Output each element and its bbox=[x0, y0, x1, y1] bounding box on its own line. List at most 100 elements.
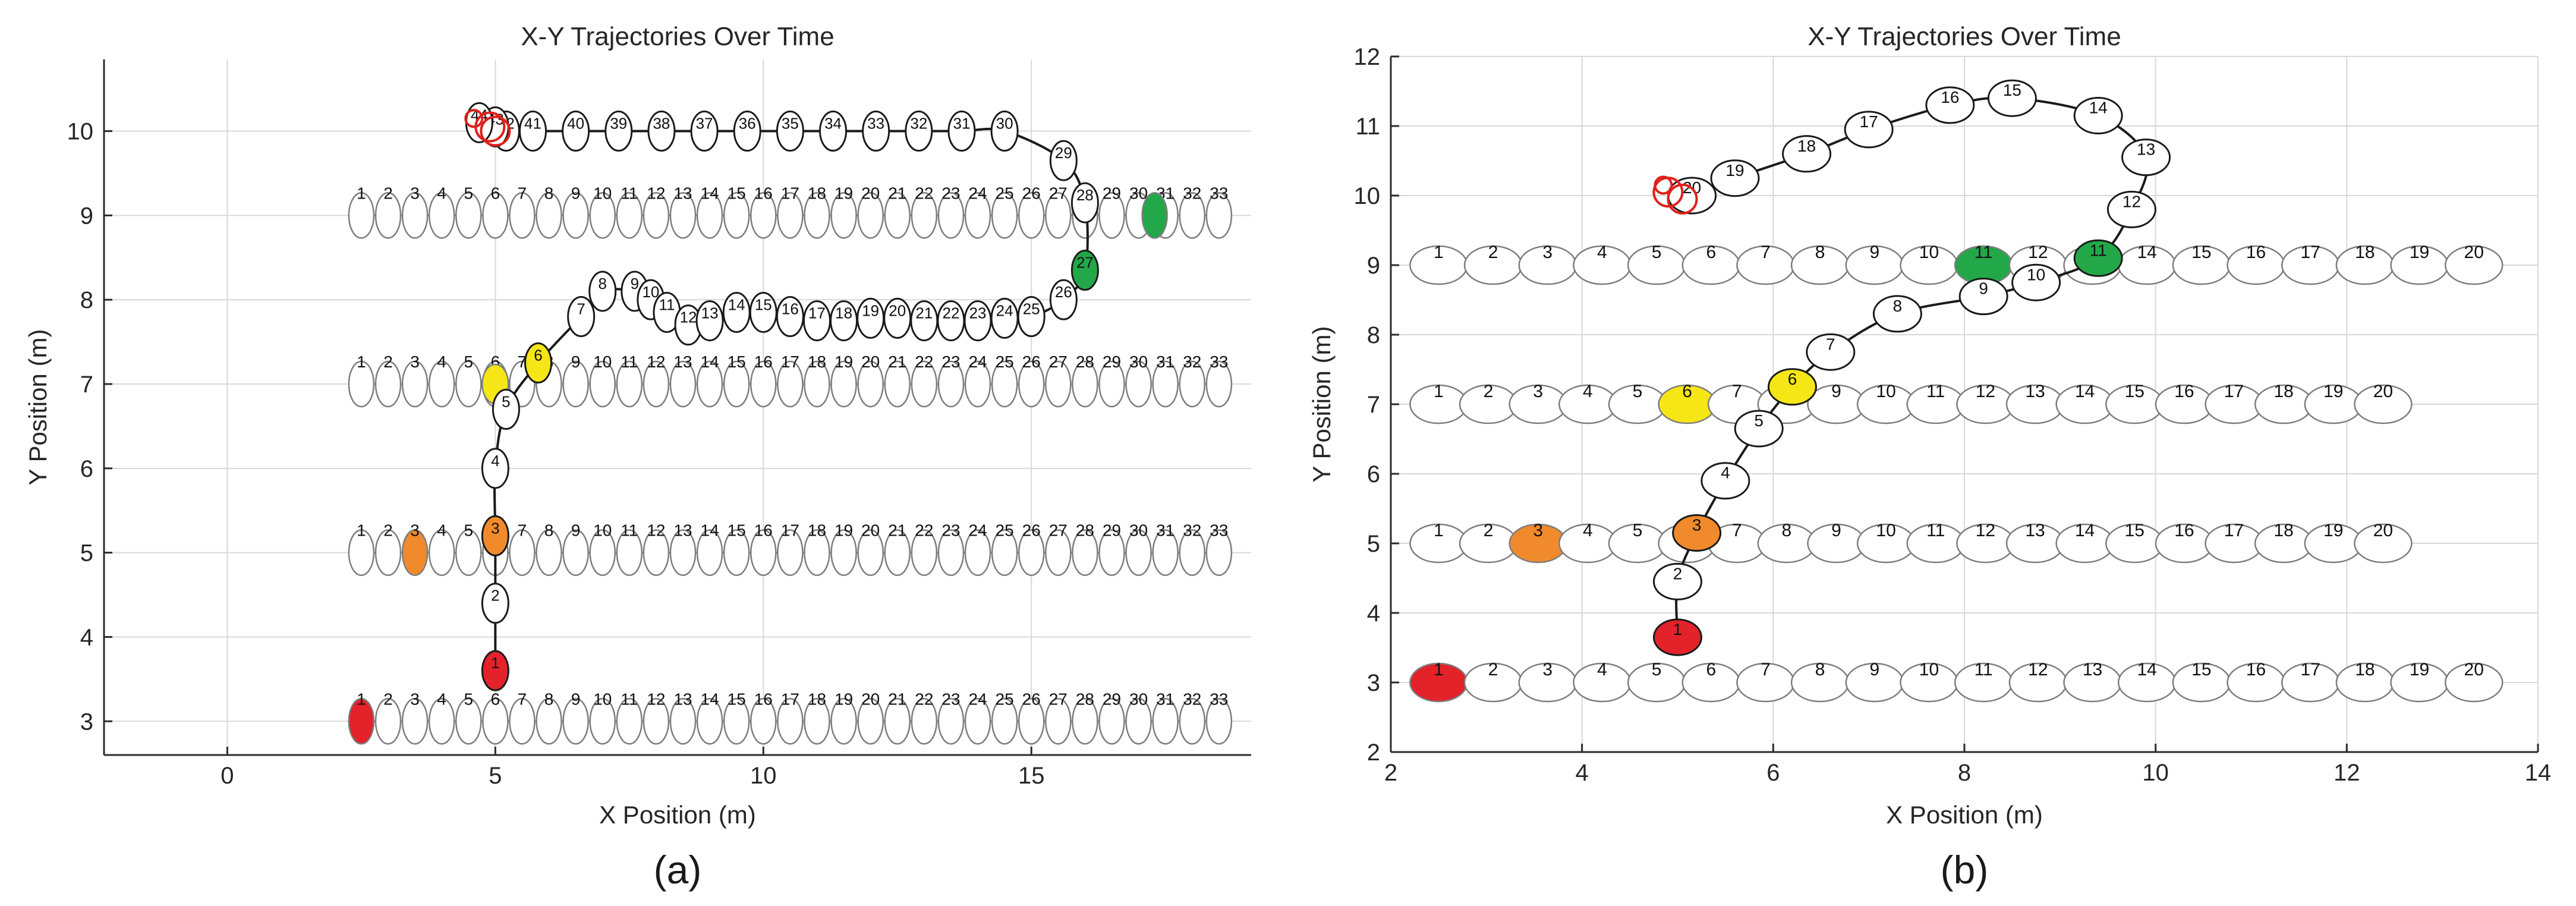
p1-lane-marker-label: 3 bbox=[1542, 243, 1552, 262]
p0-lane-marker bbox=[804, 698, 830, 745]
p0-lane-marker bbox=[857, 529, 884, 576]
p1-trajectory-label: 1 bbox=[1673, 620, 1683, 638]
p1-y-tick-label: 10 bbox=[1354, 183, 1381, 209]
p0-lane-marker bbox=[643, 192, 670, 239]
p0-trajectory-marker bbox=[481, 583, 509, 624]
p0-y-tick-label: 9 bbox=[80, 203, 93, 229]
p0-lane-marker-label: 11 bbox=[621, 184, 638, 202]
p0-lane-marker-label: 18 bbox=[808, 521, 826, 540]
p0-lane-marker bbox=[884, 529, 911, 576]
p0-trajectory-label: 22 bbox=[942, 304, 959, 322]
p0-lane-marker-label: 1 bbox=[357, 521, 366, 540]
p1-lane-marker-label: 8 bbox=[1815, 660, 1825, 680]
p0-lane-marker bbox=[1179, 529, 1206, 576]
p1-lane-marker-label: 6 bbox=[1682, 382, 1692, 401]
p1-trajectory-marker bbox=[2106, 190, 2156, 228]
p1-trajectory-marker bbox=[1872, 295, 1922, 333]
p0-lane-marker-label: 14 bbox=[701, 353, 719, 371]
p0-lane-marker-label: 10 bbox=[593, 353, 612, 371]
p0-lane-marker-label: 2 bbox=[383, 184, 393, 202]
p0-lane-marker-label: 15 bbox=[728, 184, 746, 202]
p1-trajectory-marker bbox=[1734, 410, 1784, 448]
p0-trajectory-marker bbox=[947, 111, 976, 152]
p1-trajectory-marker bbox=[1844, 111, 1894, 149]
p1-x-tick-label: 10 bbox=[2142, 760, 2169, 786]
p1-lane-marker-label: 5 bbox=[1633, 521, 1643, 540]
p1-trajectory-marker bbox=[2073, 96, 2123, 134]
p0-lane-marker bbox=[964, 360, 991, 408]
p0-y-tick-label: 7 bbox=[80, 372, 93, 398]
p0-trajectory-label: 24 bbox=[996, 301, 1013, 319]
p1-lane-marker-label: 13 bbox=[2083, 660, 2102, 680]
p0-lane-marker-label: 33 bbox=[1210, 521, 1228, 540]
p0-lane-marker bbox=[428, 529, 455, 576]
p0-trajectory-label: 18 bbox=[835, 304, 852, 322]
panel-a-x-axis-title: X Position (m) bbox=[599, 801, 756, 829]
p1-lane-marker-label: 10 bbox=[1919, 243, 1939, 262]
p0-lane-marker-label: 18 bbox=[808, 184, 826, 202]
p0-lane-marker-label: 5 bbox=[464, 353, 473, 371]
p0-lane-marker bbox=[1045, 360, 1072, 408]
p1-lane-marker-label: 17 bbox=[2301, 243, 2320, 262]
p0-trajectory-label: 39 bbox=[610, 115, 627, 133]
p0-lane-marker bbox=[536, 192, 562, 239]
p0-lane-marker-label: 2 bbox=[383, 690, 393, 708]
panel-b-title: X-Y Trajectories Over Time bbox=[1807, 22, 2121, 51]
p0-lane-marker-label: 18 bbox=[808, 690, 826, 708]
p1-lane-marker-label: 9 bbox=[1869, 243, 1879, 262]
p0-trajectory-marker bbox=[1049, 140, 1078, 181]
p0-lane-marker bbox=[911, 529, 938, 576]
p1-lane-marker-label: 19 bbox=[2410, 243, 2429, 262]
p0-lane-marker bbox=[696, 192, 723, 239]
p0-lane-marker bbox=[830, 698, 857, 745]
p0-lane-marker bbox=[857, 360, 884, 408]
p1-trajectory-label: 11 bbox=[2090, 241, 2107, 259]
p0-lane-marker bbox=[911, 360, 938, 408]
p1-lane-marker-label: 12 bbox=[2028, 660, 2048, 680]
p0-lane-marker bbox=[643, 529, 670, 576]
p0-lane-marker bbox=[1098, 529, 1125, 576]
p0-lane-marker-label: 16 bbox=[754, 690, 773, 708]
p0-lane-marker bbox=[643, 360, 670, 408]
p0-lane-marker-label: 15 bbox=[728, 353, 746, 371]
p0-lane-marker-label: 19 bbox=[834, 521, 853, 540]
p0-lane-marker-label: 9 bbox=[571, 521, 581, 540]
p0-lane-marker bbox=[348, 529, 375, 576]
p0-lane-marker bbox=[991, 192, 1018, 239]
p0-trajectory-label: 32 bbox=[910, 115, 927, 133]
p0-lane-marker bbox=[911, 192, 938, 239]
p0-lane-marker-label: 26 bbox=[1022, 690, 1041, 708]
p1-trajectory-label: 9 bbox=[1979, 279, 1988, 298]
p0-trajectory-marker bbox=[1017, 296, 1045, 338]
p1-lane-marker-label: 2 bbox=[1484, 521, 1494, 540]
p0-lane-marker bbox=[884, 360, 911, 408]
p0-lane-marker-label: 26 bbox=[1022, 353, 1041, 371]
p0-trajectory-label: 21 bbox=[915, 304, 933, 322]
p1-lane-marker-label: 20 bbox=[2464, 660, 2484, 680]
p1-y-tick-label: 11 bbox=[1355, 114, 1380, 140]
p0-lane-marker-label: 19 bbox=[834, 184, 853, 202]
p0-lane-marker-label: 25 bbox=[996, 353, 1014, 371]
p0-lane-marker-label: 8 bbox=[544, 521, 554, 540]
p0-lane-marker-label: 32 bbox=[1183, 521, 1201, 540]
p1-lane-marker bbox=[2354, 523, 2413, 564]
p1-trajectory-marker bbox=[2121, 139, 2171, 177]
p1-lane-marker-label: 3 bbox=[1542, 660, 1552, 680]
p1-lane-marker-label: 10 bbox=[1876, 382, 1895, 401]
p1-lane-marker-label: 8 bbox=[1815, 243, 1825, 262]
p0-lane-marker bbox=[669, 529, 697, 576]
p0-lane-marker bbox=[1018, 698, 1045, 745]
p0-lane-marker-label: 23 bbox=[941, 353, 960, 371]
p0-lane-marker-label: 33 bbox=[1210, 690, 1228, 708]
p0-trajectory-label: 6 bbox=[534, 347, 542, 364]
p1-lane-marker-label: 2 bbox=[1488, 660, 1498, 680]
p0-lane-marker-label: 12 bbox=[647, 353, 665, 371]
p0-trajectory-marker bbox=[690, 111, 719, 152]
p0-lane-marker-label: 21 bbox=[888, 353, 906, 371]
p1-lane-marker-label: 8 bbox=[1782, 521, 1792, 540]
p0-x-tick-label: 0 bbox=[221, 763, 234, 789]
p1-lane-marker-label: 11 bbox=[1926, 521, 1945, 540]
p0-lane-marker bbox=[1018, 529, 1045, 576]
p0-lane-marker bbox=[750, 698, 777, 745]
